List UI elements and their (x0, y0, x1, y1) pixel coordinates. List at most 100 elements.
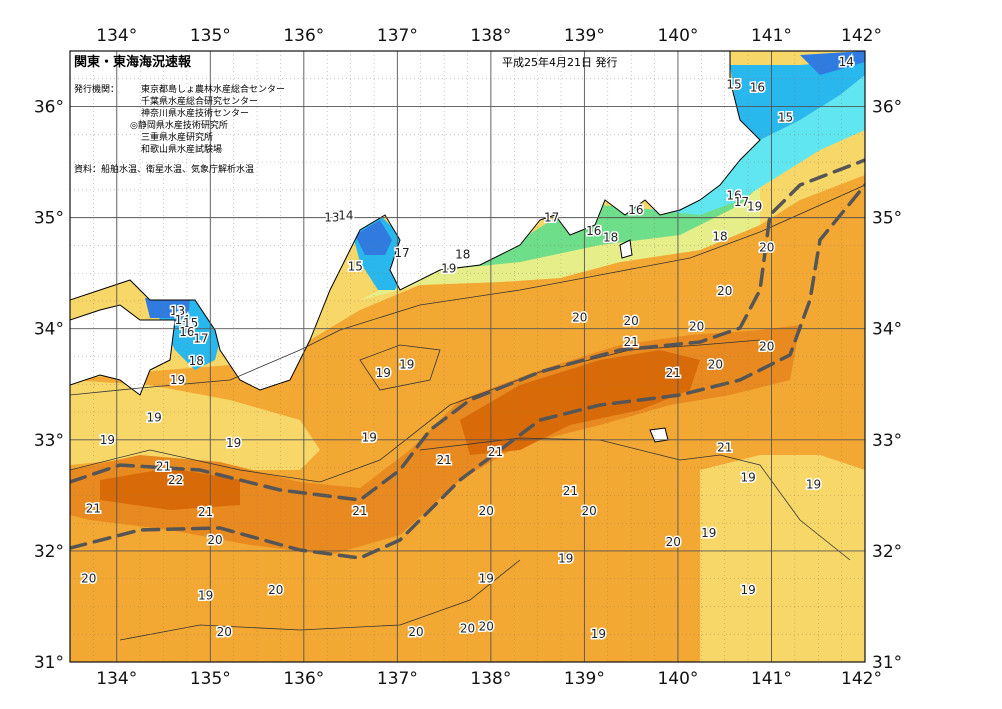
issuer-3: 神奈川県水産技術センター (141, 107, 249, 119)
sea-band-22 (460, 350, 700, 455)
isotherm-label: 19 (806, 477, 821, 491)
issuer-5: 三重県水産研究所 (141, 131, 213, 143)
latitude-label: 32° (34, 542, 64, 562)
issuer-4: ◎静岡県水産技術研究所 (130, 119, 228, 131)
isotherm-label: 19 (226, 436, 241, 450)
isotherm-label: 20 (479, 619, 494, 633)
longitude-label: 141° (751, 669, 792, 689)
latitude-label: 36° (34, 98, 64, 118)
sea-band-19-south (700, 455, 865, 662)
isotherm-label: 20 (708, 357, 723, 371)
isotherm-label: 19 (591, 627, 606, 641)
longitude-label: 142° (841, 26, 882, 46)
longitude-label: 141° (751, 26, 792, 46)
isotherm-label: 13 (170, 304, 185, 318)
isotherm-label: 21 (86, 502, 101, 516)
isotherm-label: 21 (717, 441, 732, 455)
latitude-label: 32° (872, 542, 902, 562)
isotherm-label: 19 (147, 411, 162, 425)
isotherm-label: 20 (581, 504, 596, 518)
isotherm-label: 18 (603, 231, 618, 245)
isotherm-label: 18 (455, 247, 470, 261)
latitude-labels-right: 31° 32° 33° 34° 35° 36° (872, 98, 902, 673)
longitude-label: 136° (283, 26, 324, 46)
isotherm-label: 14 (839, 55, 854, 69)
sea-band-22-west (100, 468, 240, 510)
isotherm-label: 21 (624, 335, 639, 349)
isotherm-label: 13 (324, 211, 339, 225)
isotherm-label: 15 (348, 260, 363, 274)
sea-band-14-osaka (145, 298, 190, 318)
latitude-label: 36° (872, 98, 902, 118)
isotherm-label: 17 (734, 195, 749, 209)
isotherm-label: 21 (488, 445, 503, 459)
isotherm-label: 15 (183, 316, 198, 330)
kuroshio-axis-south (70, 183, 865, 560)
longitude-labels-bottom: 134° 135° 136° 137° 138° 139° 140° 141° 142° (96, 669, 882, 689)
isotherm-label: 20 (666, 535, 681, 549)
isotherm-label: 21 (666, 366, 681, 380)
sea-band-19-west (70, 380, 320, 470)
longitude-label: 142° (841, 669, 882, 689)
issuer-2: 千葉県水産総合研究センター (141, 95, 258, 107)
isotherm-label: 19 (170, 373, 185, 387)
longitude-label: 135° (190, 26, 231, 46)
isotherm-label: 19 (362, 431, 377, 445)
longitude-label: 137° (377, 669, 418, 689)
isotherm-label: 18 (189, 354, 204, 368)
isotherm-label: 19 (441, 262, 456, 276)
map-title: 関東・東海海況速報 (74, 54, 192, 70)
isotherm-label: 19 (376, 366, 391, 380)
isotherm-label: 16 (750, 81, 765, 95)
isotherm-line (70, 184, 865, 396)
longitude-label: 134° (96, 669, 137, 689)
isotherm-label: 17 (394, 246, 409, 260)
data-source: 資料：船舶水温、衛星水温、気象庁解析水温 (74, 163, 254, 175)
isotherm-label: 20 (408, 625, 423, 639)
isotherm-label: 21 (563, 484, 578, 498)
isotherm-label: 22 (168, 473, 183, 487)
latitude-label: 33° (872, 431, 902, 451)
isotherm-label: 16 (586, 224, 601, 238)
longitude-label: 139° (564, 669, 605, 689)
isotherm-label: 15 (778, 111, 793, 125)
longitude-label: 137° (377, 26, 418, 46)
isotherm-label: 16 (179, 325, 194, 339)
isotherm-label: 19 (399, 357, 414, 371)
latitude-label: 35° (872, 209, 902, 229)
latitude-label: 35° (34, 209, 64, 229)
isotherm-label: 19 (479, 572, 494, 586)
isotherm-label: 21 (198, 505, 213, 519)
sea-band-18 (360, 185, 760, 300)
isotherm-label: 16 (726, 188, 741, 202)
isotherm-label: 16 (628, 203, 643, 217)
isotherm-line (419, 437, 851, 561)
issuer-6: 和歌山県水産試験場 (141, 143, 222, 155)
sea-band-14-ise (355, 220, 392, 255)
isotherm-label: 17 (544, 211, 559, 225)
isotherm-label: 19 (701, 526, 716, 540)
longitude-label: 138° (470, 669, 511, 689)
isotherm-label: 20 (624, 314, 639, 328)
isotherm-label: 15 (726, 77, 741, 91)
isotherm-label: 21 (156, 459, 171, 473)
isotherm-label: 19 (740, 583, 755, 597)
longitude-label: 135° (190, 669, 231, 689)
latitude-label: 31° (872, 653, 902, 673)
isotherm-label: 19 (198, 588, 213, 602)
isotherm-label: 19 (100, 433, 115, 447)
isotherm-label: 20 (268, 583, 283, 597)
isotherm-label: 20 (759, 241, 774, 255)
isotherm-label: 19 (558, 552, 573, 566)
isotherm-line (119, 559, 521, 641)
sea-band-14 (800, 51, 865, 75)
issuer-label: 発行機関： (74, 83, 119, 95)
isotherm-label: 17 (193, 332, 208, 346)
latitude-label: 33° (34, 431, 64, 451)
isotherm-line (359, 344, 441, 391)
isotherm-label: 21 (436, 453, 451, 467)
isotherm-label: 19 (747, 200, 762, 214)
latitude-label: 34° (872, 320, 902, 340)
